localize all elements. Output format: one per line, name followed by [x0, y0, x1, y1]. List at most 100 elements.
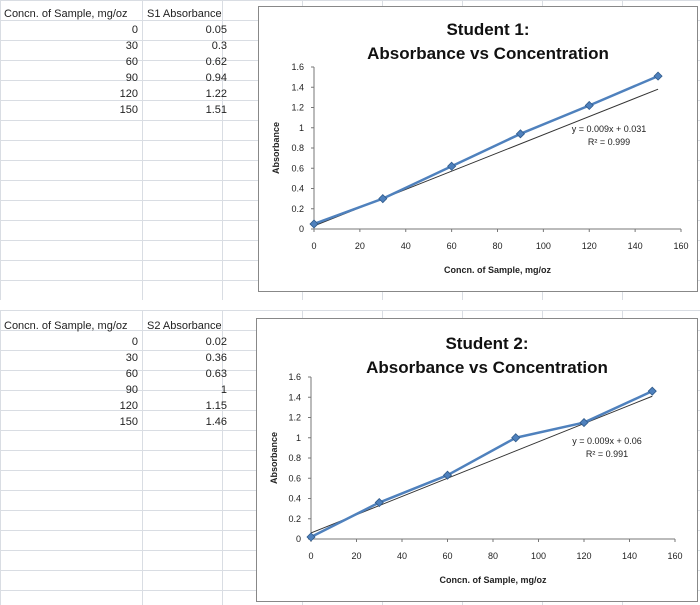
x-tick-label: 80	[492, 241, 502, 251]
cell-y[interactable]: 1.51	[205, 104, 227, 116]
x-tick-label: 160	[673, 241, 688, 251]
table-row: 120 1.22	[0, 86, 231, 102]
chart-student1[interactable]: Student 1: Absorbance vs Concentration 0 0.…	[258, 6, 698, 292]
y-tick-label: 1.4	[288, 392, 301, 402]
data-series-line	[313, 74, 659, 226]
column-divider	[222, 0, 223, 300]
table-row: 60 0.63	[0, 366, 231, 382]
column-divider	[142, 310, 143, 605]
header-cell-y[interactable]: S2 Absorbance	[147, 320, 222, 332]
x-tick-label: 120	[576, 551, 591, 561]
y-tick-label: 0.6	[291, 163, 304, 173]
table-row: 150 1.46	[0, 414, 231, 430]
chart-student2[interactable]: Student 2: Absorbance vs Concentration 0 0.…	[256, 318, 698, 602]
x-tick-label: 100	[536, 241, 551, 251]
chart-title-line1: Student 1:	[446, 20, 529, 39]
x-tick-label: 80	[488, 551, 498, 561]
table-row: 30 0.36	[0, 350, 231, 366]
table-row: 90 0.94	[0, 70, 231, 86]
chart-svg: Student 1: Absorbance vs Concentration 0 0.…	[271, 20, 689, 275]
cell-y[interactable]: 0.36	[205, 352, 227, 364]
x-axis-label: Concn. of Sample, mg/oz	[439, 575, 547, 585]
x-tick-label: 100	[531, 551, 546, 561]
y-tick-label: 1.6	[288, 372, 301, 382]
x-tick-label: 20	[351, 551, 361, 561]
trend-r-squared: R² = 0.999	[588, 137, 630, 147]
x-tick-label: 60	[447, 241, 457, 251]
cell-y[interactable]: 0.62	[205, 56, 227, 68]
y-tick-label: 1.6	[291, 62, 304, 72]
cell-y[interactable]: 0.63	[205, 368, 227, 380]
cell-x[interactable]: 30	[0, 350, 143, 366]
y-tick-label: 1.2	[291, 103, 304, 113]
x-tick-label: 40	[397, 551, 407, 561]
x-tick-label: 40	[401, 241, 411, 251]
region-divider	[0, 300, 700, 310]
chart-title-line2: Absorbance vs Concentration	[367, 44, 609, 63]
x-tick-label: 140	[628, 241, 643, 251]
y-tick-label: 0	[299, 224, 304, 234]
y-tick-label: 0	[296, 534, 301, 544]
cell-x[interactable]: 90	[0, 382, 143, 398]
data-point	[447, 161, 457, 171]
y-tick-label: 0.2	[288, 514, 301, 524]
chart-title-line1: Student 2:	[445, 334, 528, 353]
cell-x[interactable]: 60	[0, 366, 143, 382]
data-point	[306, 532, 316, 542]
data-point	[653, 71, 663, 81]
y-tick-label: 1.2	[288, 413, 301, 423]
y-tick-label: 0.4	[291, 184, 304, 194]
data-point	[442, 470, 453, 480]
x-tick-label: 160	[667, 551, 682, 561]
cell-x[interactable]: 0	[0, 22, 143, 38]
header-cell-x[interactable]: Concn. of Sample, mg/oz	[0, 6, 143, 22]
y-tick-label: 0.2	[291, 204, 304, 214]
cell-x[interactable]: 60	[0, 54, 143, 70]
x-axis-label: Concn. of Sample, mg/oz	[444, 265, 552, 275]
cell-y[interactable]: 1.15	[205, 400, 227, 412]
table-header-row: Concn. of Sample, mg/oz S1 Absorbance	[0, 6, 231, 22]
cell-x[interactable]: 120	[0, 398, 143, 414]
y-tick-label: 1	[299, 123, 304, 133]
table-row: 0 0.02	[0, 334, 231, 350]
table-row: 150 1.51	[0, 102, 231, 118]
chart-svg: Student 2: Absorbance vs Concentration 0 0.…	[269, 334, 683, 585]
cell-x[interactable]: 90	[0, 70, 143, 86]
cell-y[interactable]: 0.3	[211, 40, 227, 52]
y-axis-label: Absorbance	[269, 432, 279, 484]
y-tick-label: 0.4	[288, 494, 301, 504]
data-point	[579, 417, 589, 428]
cell-y[interactable]: 1.22	[205, 88, 227, 100]
cell-y[interactable]: 1.46	[205, 416, 227, 428]
cell-x[interactable]: 0	[0, 334, 143, 350]
y-tick-label: 0.6	[288, 473, 301, 483]
cell-x[interactable]: 30	[0, 38, 143, 54]
table-row: 0 0.05	[0, 22, 231, 38]
x-tick-label: 0	[308, 551, 313, 561]
trend-r-squared: R² = 0.991	[586, 449, 628, 459]
data-point	[515, 129, 526, 139]
data-point	[309, 219, 319, 229]
cell-x[interactable]: 150	[0, 414, 143, 430]
y-axis-label: Absorbance	[271, 122, 281, 174]
cell-y[interactable]: 0.05	[205, 24, 227, 36]
cell-y[interactable]: 0.02	[205, 336, 227, 348]
cell-y[interactable]: 0.94	[205, 72, 227, 84]
header-cell-x[interactable]: Concn. of Sample, mg/oz	[0, 318, 143, 334]
data-point	[511, 433, 521, 443]
table-row: 30 0.3	[0, 38, 231, 54]
column-divider	[222, 310, 223, 605]
data-series-line	[310, 390, 653, 539]
x-tick-label: 20	[355, 241, 365, 251]
cell-x[interactable]: 150	[0, 102, 143, 118]
y-tick-label: 1	[296, 433, 301, 443]
y-tick-label: 1.4	[291, 82, 304, 92]
cell-y[interactable]: 1	[220, 384, 227, 396]
cell-x[interactable]: 120	[0, 86, 143, 102]
column-divider	[142, 0, 143, 300]
header-cell-y[interactable]: S1 Absorbance	[147, 8, 222, 20]
trendline	[310, 395, 653, 534]
